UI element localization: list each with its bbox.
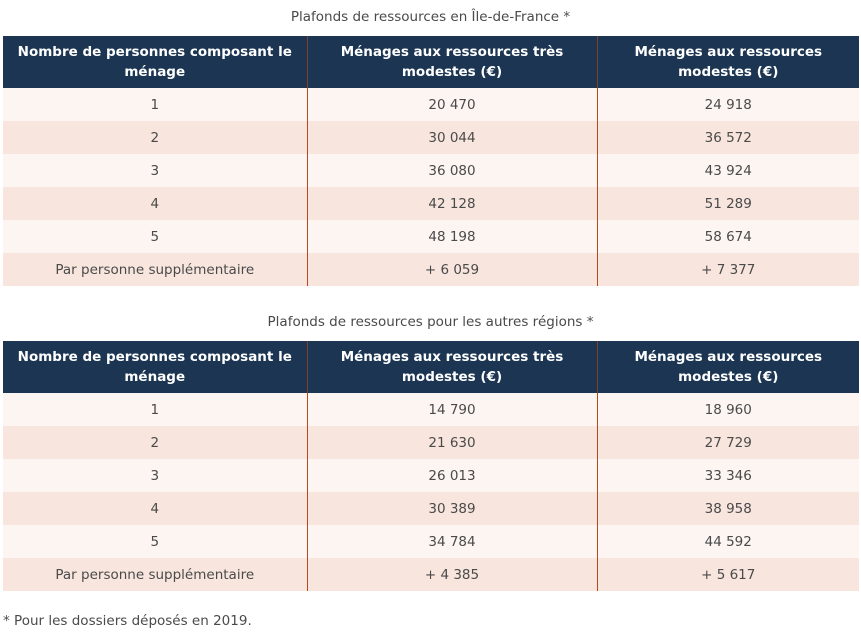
table-caption-ile-de-france: Plafonds de ressources en Île-de-France … — [290, 9, 571, 25]
table-row: Par personne supplémentaire + 4 385 + 5 … — [3, 558, 859, 591]
very-modest-cell: 42 128 — [306, 187, 597, 220]
table-row: 1 20 470 24 918 — [3, 88, 859, 121]
household-size-cell: Par personne supplémentaire — [3, 253, 307, 286]
table-header-row: Nombre de personnes composant le ménage … — [3, 341, 859, 393]
column-header-household-size: Nombre de personnes composant le ménage — [3, 341, 307, 393]
table-caption-other-regions: Plafonds de ressources pour les autres r… — [267, 314, 594, 330]
column-header-household-size: Nombre de personnes composant le ménage — [3, 36, 307, 88]
household-size-cell: 2 — [3, 121, 307, 154]
household-size-cell: 5 — [3, 220, 307, 253]
modest-cell: 33 346 — [596, 459, 859, 492]
very-modest-cell: + 6 059 — [306, 253, 597, 286]
table-row: 4 30 389 38 958 — [3, 492, 859, 525]
table-row: 4 42 128 51 289 — [3, 187, 859, 220]
table-row: Par personne supplémentaire + 6 059 + 7 … — [3, 253, 859, 286]
column-header-modest: Ménages aux ressources modestes (€) — [596, 341, 859, 393]
modest-cell: + 7 377 — [596, 253, 859, 286]
very-modest-cell: 21 630 — [306, 426, 597, 459]
very-modest-cell: 30 389 — [306, 492, 597, 525]
modest-cell: + 5 617 — [596, 558, 859, 591]
table-row: 5 48 198 58 674 — [3, 220, 859, 253]
household-size-cell: 5 — [3, 525, 307, 558]
table-row: 3 26 013 33 346 — [3, 459, 859, 492]
modest-cell: 58 674 — [596, 220, 859, 253]
table-row: 2 30 044 36 572 — [3, 121, 859, 154]
modest-cell: 44 592 — [596, 525, 859, 558]
column-header-very-modest: Ménages aux ressources très modestes (€) — [306, 36, 597, 88]
household-size-cell: 2 — [3, 426, 307, 459]
column-header-modest: Ménages aux ressources modestes (€) — [596, 36, 859, 88]
table-row: 3 36 080 43 924 — [3, 154, 859, 187]
very-modest-cell: 34 784 — [306, 525, 597, 558]
modest-cell: 43 924 — [596, 154, 859, 187]
household-size-cell: 3 — [3, 459, 307, 492]
table-row: 1 14 790 18 960 — [3, 393, 859, 426]
very-modest-cell: 14 790 — [306, 393, 597, 426]
table-header-row: Nombre de personnes composant le ménage … — [3, 36, 859, 88]
footnote: * Pour les dossiers déposés en 2019. — [3, 613, 252, 629]
household-size-cell: 1 — [3, 393, 307, 426]
modest-cell: 27 729 — [596, 426, 859, 459]
household-size-cell: 1 — [3, 88, 307, 121]
household-size-cell: Par personne supplémentaire — [3, 558, 307, 591]
column-header-very-modest: Ménages aux ressources très modestes (€) — [306, 341, 597, 393]
household-size-cell: 4 — [3, 492, 307, 525]
very-modest-cell: + 4 385 — [306, 558, 597, 591]
very-modest-cell: 20 470 — [306, 88, 597, 121]
very-modest-cell: 26 013 — [306, 459, 597, 492]
very-modest-cell: 30 044 — [306, 121, 597, 154]
household-size-cell: 3 — [3, 154, 307, 187]
household-size-cell: 4 — [3, 187, 307, 220]
modest-cell: 36 572 — [596, 121, 859, 154]
modest-cell: 18 960 — [596, 393, 859, 426]
resource-ceilings-table-ile-de-france: Nombre de personnes composant le ménage … — [3, 36, 859, 286]
resource-ceilings-table-other-regions: Nombre de personnes composant le ménage … — [3, 341, 859, 591]
very-modest-cell: 36 080 — [306, 154, 597, 187]
table-row: 2 21 630 27 729 — [3, 426, 859, 459]
modest-cell: 38 958 — [596, 492, 859, 525]
table-row: 5 34 784 44 592 — [3, 525, 859, 558]
modest-cell: 24 918 — [596, 88, 859, 121]
modest-cell: 51 289 — [596, 187, 859, 220]
very-modest-cell: 48 198 — [306, 220, 597, 253]
